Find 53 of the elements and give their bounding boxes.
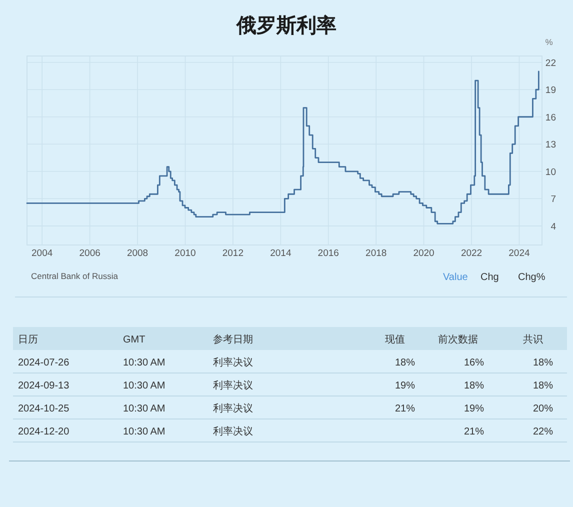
y-tick-label: 7 (550, 194, 556, 206)
y-tick-label: 22 (545, 58, 556, 69)
text: 21% (464, 426, 484, 438)
text: Chg (480, 272, 499, 283)
text: 利率决议 (213, 404, 253, 414)
text: 利率决议 (213, 426, 253, 438)
x-tick-label: 2018 (366, 248, 387, 259)
text: 2024-10-25 (18, 404, 70, 414)
x-tick-label: 2020 (413, 248, 434, 259)
category-label: 参考日期 (213, 334, 253, 346)
y-tick-label: 19 (545, 85, 556, 96)
text: 18% (464, 380, 484, 392)
text: 18% (532, 358, 553, 368)
category-label: 现值 (385, 334, 405, 346)
x-tick-label: 2024 (508, 248, 530, 259)
text: 2024-12-20 (18, 426, 70, 438)
x-tick-label: 2010 (174, 248, 196, 259)
x-tick-label: 2012 (222, 248, 244, 259)
category-label: 共识 (523, 334, 543, 346)
text: Value (443, 272, 468, 283)
chart-title: 俄罗斯利率 (236, 14, 336, 37)
category-label: 前次数据 (438, 334, 478, 346)
text: Central Bank of Russia (31, 271, 118, 281)
y-tick-label: 10 (545, 166, 556, 178)
x-tick-label: 2008 (126, 248, 148, 259)
x-tick-label: 2022 (460, 248, 482, 259)
text: 10:30 AM (123, 380, 166, 392)
text: 19% (394, 380, 415, 392)
text: Chg% (518, 272, 546, 283)
text: 20% (532, 404, 553, 414)
text: 22% (532, 426, 553, 438)
x-tick-label: 2004 (32, 248, 53, 259)
y-tick-label: 16 (545, 112, 556, 124)
text: 16% (464, 358, 484, 368)
text: 10:30 AM (123, 404, 166, 414)
text: 10:30 AM (123, 358, 166, 368)
y-tick-label: 13 (545, 140, 556, 151)
text: 利率决议 (213, 380, 253, 392)
y-axis-title: % (545, 37, 554, 47)
text: 19% (464, 404, 484, 414)
text: 18% (532, 380, 553, 392)
y-tick-label: 4 (550, 221, 556, 232)
text: 2024-09-13 (18, 380, 70, 392)
text: 利率决议 (213, 358, 253, 368)
text: 18% (394, 358, 415, 368)
x-tick-label: 2014 (270, 248, 292, 259)
x-tick-label: 2016 (318, 248, 339, 259)
text: 21% (394, 404, 415, 414)
text: 2024-07-26 (18, 358, 70, 368)
category-label: GMT (123, 334, 146, 346)
text: 10:30 AM (123, 426, 166, 438)
x-tick-label: 2006 (79, 248, 100, 259)
category-label: 日历 (18, 334, 38, 346)
